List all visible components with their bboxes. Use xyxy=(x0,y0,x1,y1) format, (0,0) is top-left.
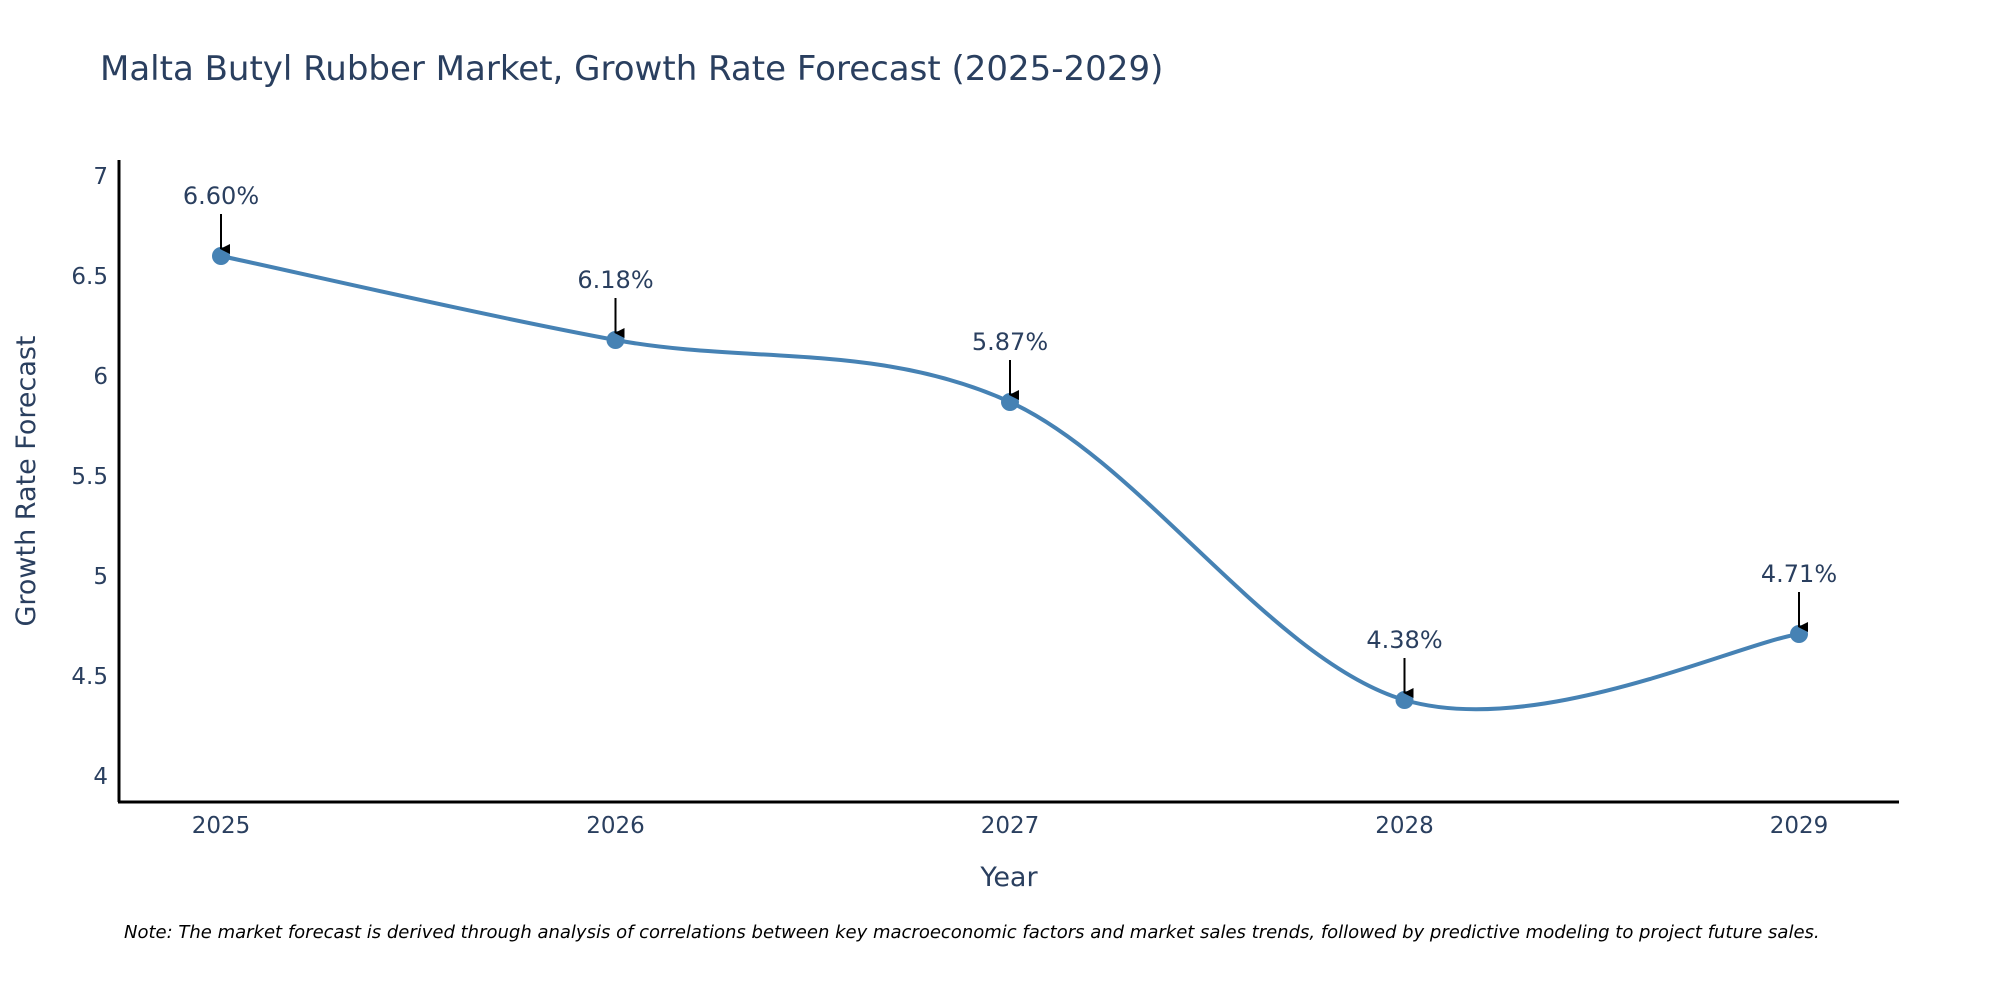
x-tick-label: 2029 xyxy=(1770,813,1829,839)
x-tick-label: 2028 xyxy=(1375,813,1434,839)
data-label: 6.60% xyxy=(183,182,259,210)
footnote: Note: The market forecast is derived thr… xyxy=(124,922,1820,943)
data-point[interactable] xyxy=(606,331,625,349)
y-tick-label: 7 xyxy=(93,164,108,190)
data-point[interactable] xyxy=(1790,625,1808,643)
y-tick-label: 4 xyxy=(93,764,108,790)
y-tick-label: 4.5 xyxy=(71,664,108,690)
data-label: 6.18% xyxy=(577,266,653,294)
x-tick-label: 2027 xyxy=(981,813,1040,839)
y-tick-label: 5 xyxy=(93,564,108,590)
data-point[interactable] xyxy=(1001,393,1019,411)
series-line xyxy=(220,254,1800,712)
plot-area: 4 4.5 5 5.5 6 6.5 7 2025 2026 2027 2028 2029 6.60% 6.… xyxy=(71,164,1837,839)
data-label: 5.87% xyxy=(972,328,1048,356)
data-label: 4.38% xyxy=(1366,626,1442,654)
data-point[interactable] xyxy=(1395,691,1414,709)
x-axis-title: Year xyxy=(979,862,1038,893)
y-tick-label: 6 xyxy=(93,364,108,390)
chart-title: Malta Butyl Rubber Market, Growth Rate F… xyxy=(100,49,1163,89)
data-label: 4.71% xyxy=(1761,560,1837,588)
x-tick-label: 2026 xyxy=(586,813,645,839)
y-tick-label: 6.5 xyxy=(71,264,108,290)
data-point[interactable] xyxy=(212,247,230,265)
y-tick-label: 5.5 xyxy=(71,464,108,490)
y-axis-title: Growth Rate Forecast xyxy=(11,335,42,626)
x-tick-label: 2025 xyxy=(192,813,251,839)
